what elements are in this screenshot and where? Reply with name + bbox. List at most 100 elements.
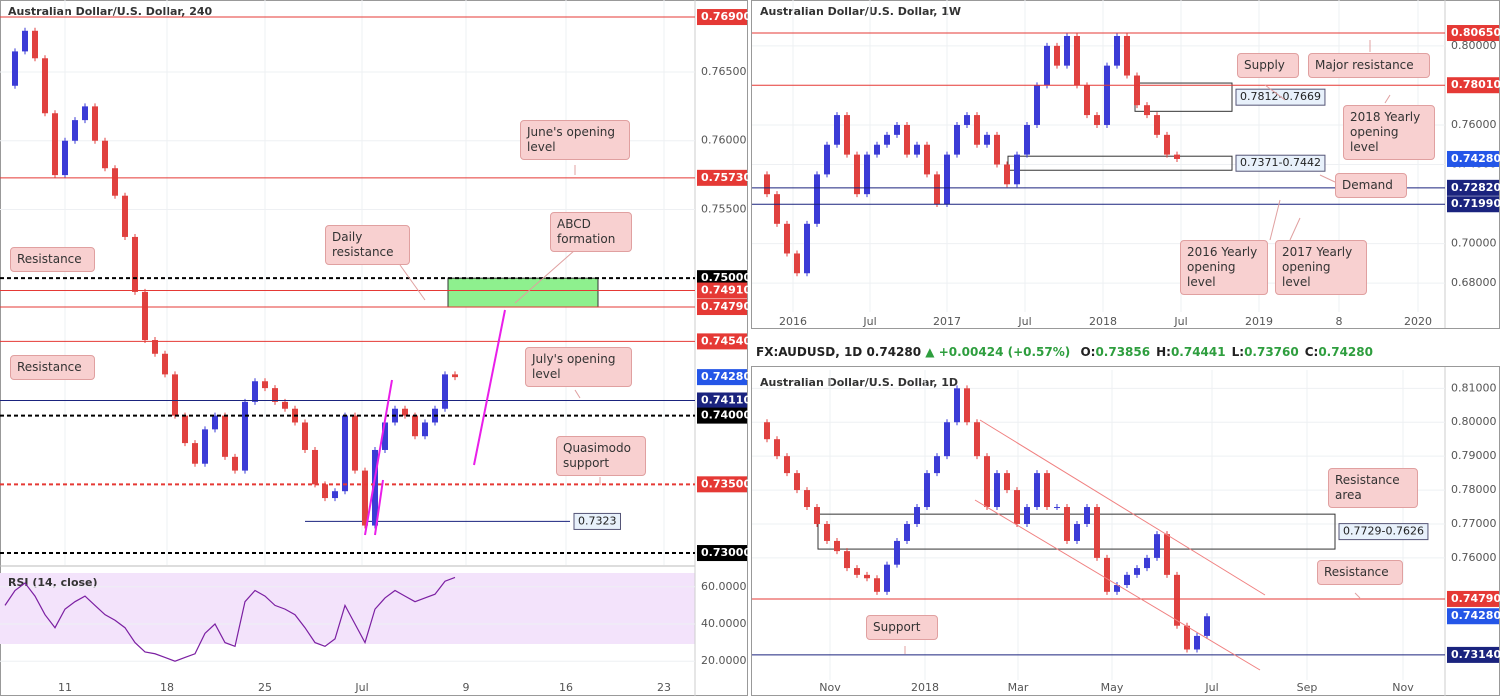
zone: [1007, 155, 1233, 171]
level-tag: [697, 169, 747, 186]
level-tag: [697, 407, 747, 424]
candle: [1144, 105, 1150, 116]
candle: [1004, 473, 1010, 491]
level-tag: [1447, 590, 1499, 607]
callout: Support: [866, 615, 938, 640]
candle: [1014, 490, 1020, 524]
candle: [232, 456, 238, 471]
x-tick-label: Jul: [1017, 315, 1031, 328]
ohlc-label: O:: [1080, 345, 1096, 359]
y-tick-label: 0.70000: [1451, 237, 1497, 250]
zone-label: 0.7729-0.7626: [1343, 525, 1424, 538]
candle: [874, 144, 880, 155]
candle: [1004, 164, 1010, 185]
y-tick-label: 0.81000: [1451, 381, 1497, 394]
ohlc-value: 0.73856: [1095, 345, 1151, 359]
arrow: [473, 309, 506, 466]
callout: ABCD formation: [550, 212, 632, 252]
symbol: FX:AUDUSD, 1D: [756, 345, 863, 359]
callout: Resistance: [10, 247, 95, 272]
candle: [322, 484, 328, 499]
chart-title: Australian Dollar/U.S. Dollar, 240: [8, 5, 213, 18]
level-tag-label: 0.73140: [1451, 648, 1501, 661]
y-tick-label: 0.80000: [1451, 39, 1497, 52]
x-tick-label: 2018: [1089, 315, 1117, 328]
candle: [1094, 115, 1100, 125]
zone: [817, 513, 1336, 550]
candle: [924, 144, 930, 175]
candle: [954, 388, 960, 423]
x-tick-label: 8: [1336, 315, 1343, 328]
candle: [1154, 115, 1160, 135]
chart-title: Australian Dollar/U.S. Dollar, 1W: [760, 5, 961, 18]
candle: [974, 422, 980, 457]
candle: [12, 51, 18, 86]
level-tag-label: 0.75730: [701, 171, 751, 184]
pointer: [399, 264, 426, 301]
candle: [282, 401, 288, 409]
candle: [352, 415, 358, 471]
level-tag: [697, 9, 747, 26]
candle: [954, 124, 960, 155]
candle: [904, 124, 910, 155]
ohlc-value: 0.74441: [1170, 345, 1226, 359]
x-tick-label: 2019: [1245, 315, 1273, 328]
candle: [1124, 35, 1130, 76]
x-tick-label: Nov: [819, 681, 841, 694]
candle: [92, 106, 98, 141]
candle: [914, 507, 920, 524]
x-tick-label: 9: [463, 681, 470, 694]
x-tick-label: Sep: [1297, 681, 1318, 694]
level-tag: [697, 299, 747, 316]
candle: [774, 439, 780, 457]
x-tick-label: Jul: [862, 315, 876, 328]
candle: [442, 374, 448, 409]
candle: [874, 578, 880, 592]
candle: [794, 253, 800, 274]
candle: [914, 144, 920, 155]
level-tag: [697, 369, 747, 386]
candle: [252, 381, 258, 402]
zone-label: 0.7323: [578, 514, 617, 527]
candle: [844, 115, 850, 155]
candle: [42, 58, 48, 114]
candle: [934, 456, 940, 474]
candle: [764, 174, 770, 195]
candle: [1074, 35, 1080, 86]
candle: [22, 30, 28, 52]
pointer: [514, 249, 576, 304]
callout: Quasimodo support: [556, 436, 646, 476]
candle: [1104, 65, 1110, 125]
candle: [1064, 507, 1070, 541]
candle: [864, 154, 870, 195]
candle: [1134, 568, 1140, 575]
candle: [1164, 534, 1170, 575]
y-tick-label: 0.76000: [1451, 118, 1497, 131]
candle: [222, 415, 228, 457]
candle: [1154, 534, 1160, 558]
candle: [1044, 45, 1050, 86]
candle: [1164, 134, 1170, 155]
level-tag-label: 0.80650: [1451, 26, 1501, 39]
candle: [1184, 625, 1190, 650]
candle: [1034, 85, 1040, 125]
y-tick-label: 0.76000: [1451, 551, 1497, 564]
candle: [102, 140, 108, 169]
level-tag: [1447, 196, 1499, 213]
candle: [784, 456, 790, 474]
candle: [152, 340, 158, 354]
zone-label-box: [1235, 154, 1326, 172]
candle: [834, 540, 840, 552]
x-tick-label: 2018: [911, 681, 939, 694]
rsi-line: [4, 576, 456, 662]
candle: [412, 415, 418, 437]
candle: [854, 568, 860, 575]
candle: [764, 422, 770, 440]
rsi-band: [0, 573, 695, 644]
candle: [132, 236, 138, 292]
candle: [1024, 124, 1030, 155]
candle: [1054, 45, 1060, 66]
x-tick-label: 11: [58, 681, 72, 694]
candle: [864, 574, 870, 579]
